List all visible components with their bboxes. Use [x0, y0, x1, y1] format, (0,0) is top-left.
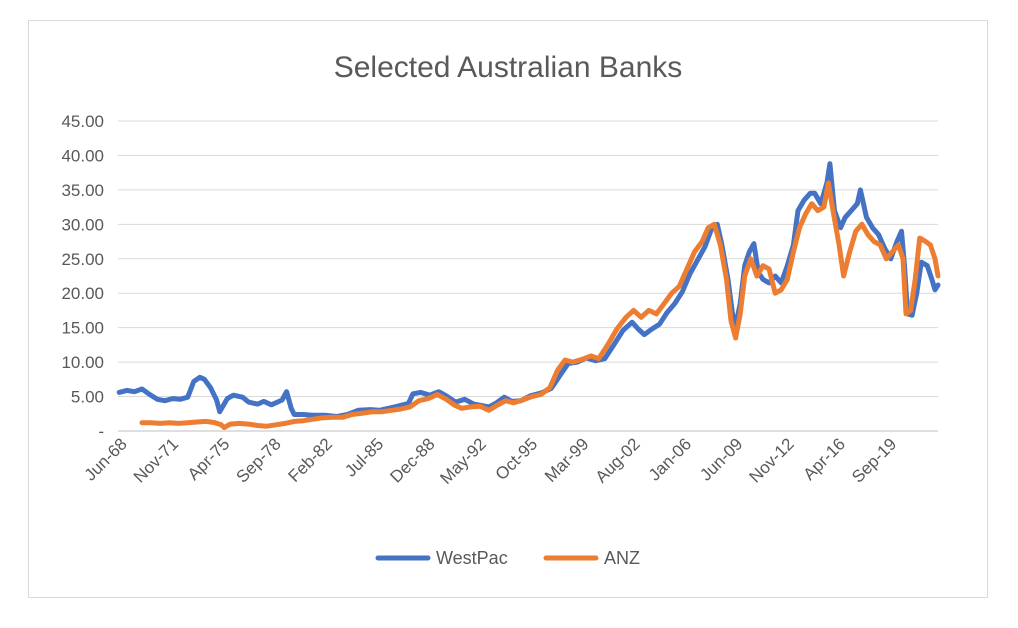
y-tick-label: 45.00 — [61, 112, 104, 131]
x-tick-label: Nov-12 — [746, 434, 798, 486]
x-tick-label: May-92 — [436, 434, 490, 488]
gridlines — [118, 120, 938, 432]
series-line-westpac — [116, 161, 941, 419]
legend: WestPac ANZ — [375, 548, 640, 568]
x-tick-label: Jun-68 — [81, 434, 131, 484]
y-tick-label: 15.00 — [61, 319, 104, 338]
y-tick-label: 10.00 — [61, 353, 104, 372]
x-tick-label: Oct-95 — [492, 434, 542, 484]
y-axis-ticks: - 5.00 10.00 15.00 20.00 25.00 30.00 35.00 40.00… — [61, 112, 104, 441]
x-tick-label: Apr-75 — [184, 434, 234, 484]
series-lines — [116, 161, 941, 431]
x-tick-label: Apr-16 — [800, 434, 850, 484]
x-tick-label: Mar-99 — [541, 434, 593, 486]
chart-frame — [28, 20, 988, 598]
legend-label-anz: ANZ — [604, 548, 640, 568]
x-tick-label: Aug-02 — [592, 434, 644, 486]
x-tick-label: Sep-19 — [848, 434, 900, 486]
series-line-anz — [139, 180, 941, 431]
y-tick-label: 20.00 — [61, 284, 104, 303]
x-tick-label: Jul-85 — [341, 434, 387, 480]
x-tick-label: Dec-88 — [386, 434, 438, 486]
y-tick-label: 35.00 — [61, 181, 104, 200]
x-tick-label: Jan-06 — [645, 434, 695, 484]
legend-label-westpac: WestPac — [436, 548, 508, 568]
y-tick-label: 30.00 — [61, 215, 104, 234]
x-tick-label: Feb-82 — [284, 434, 336, 486]
chart-title: Selected Australian Banks — [334, 51, 683, 84]
y-tick-label: 40.00 — [61, 146, 104, 165]
y-tick-label: 5.00 — [71, 388, 104, 407]
y-tick-label: - — [98, 422, 104, 441]
x-tick-label: Jun-09 — [696, 434, 746, 484]
x-tick-label: Sep-78 — [233, 434, 285, 486]
x-axis-ticks: Jun-68 Nov-71 Apr-75 Sep-78 Feb-82 Jul-85 Dec-… — [81, 434, 901, 488]
x-tick-label: Nov-71 — [130, 434, 182, 486]
y-tick-label: 25.00 — [61, 250, 104, 269]
